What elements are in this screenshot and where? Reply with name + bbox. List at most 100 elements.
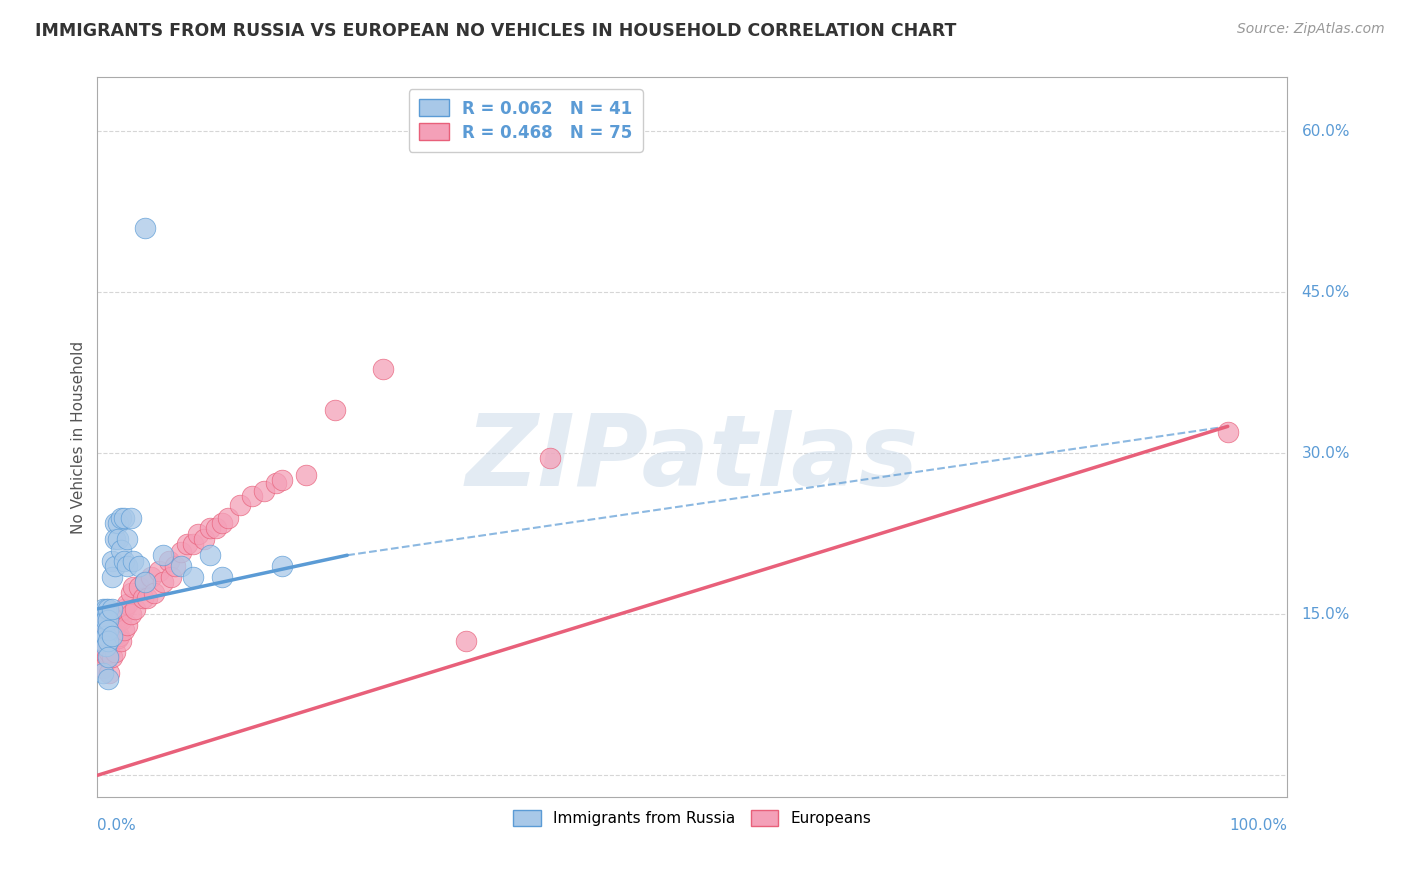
Point — [94, 613, 117, 627]
Point — [157, 553, 180, 567]
Point — [294, 467, 316, 482]
Point — [104, 645, 127, 659]
Point — [193, 532, 215, 546]
Point — [110, 613, 132, 627]
Point — [98, 666, 121, 681]
Point — [94, 629, 117, 643]
Point — [100, 629, 122, 643]
Point — [160, 570, 183, 584]
Point — [143, 586, 166, 600]
Point — [134, 220, 156, 235]
Point — [104, 532, 127, 546]
Point — [270, 558, 292, 573]
Point — [97, 672, 120, 686]
Point — [456, 634, 478, 648]
Point — [101, 629, 124, 643]
Point — [97, 650, 120, 665]
Point — [181, 570, 204, 584]
Point — [97, 613, 120, 627]
Point — [94, 602, 117, 616]
Point — [136, 591, 159, 606]
Point — [181, 537, 204, 551]
Text: 60.0%: 60.0% — [1302, 124, 1350, 138]
Point — [91, 666, 114, 681]
Point — [91, 624, 114, 638]
Text: 15.0%: 15.0% — [1302, 607, 1350, 622]
Text: Source: ZipAtlas.com: Source: ZipAtlas.com — [1237, 22, 1385, 37]
Point — [96, 613, 118, 627]
Point — [110, 542, 132, 557]
Point — [176, 537, 198, 551]
Point — [253, 483, 276, 498]
Point — [107, 532, 129, 546]
Point — [120, 607, 142, 622]
Point — [240, 489, 263, 503]
Point — [91, 624, 114, 638]
Point — [169, 558, 191, 573]
Point — [94, 629, 117, 643]
Point — [115, 618, 138, 632]
Point — [169, 545, 191, 559]
Point — [107, 613, 129, 627]
Point — [110, 634, 132, 648]
Point — [98, 645, 121, 659]
Point — [97, 602, 120, 616]
Point — [96, 650, 118, 665]
Text: 30.0%: 30.0% — [1302, 446, 1350, 461]
Point — [89, 640, 111, 654]
Point — [100, 570, 122, 584]
Point — [323, 403, 346, 417]
Point — [93, 613, 115, 627]
Point — [107, 629, 129, 643]
Point — [96, 629, 118, 643]
Point — [371, 362, 394, 376]
Point — [200, 548, 222, 562]
Point — [229, 498, 252, 512]
Text: ZIPatlas: ZIPatlas — [465, 410, 920, 508]
Point — [107, 516, 129, 530]
Text: 0.0%: 0.0% — [97, 818, 136, 833]
Point — [115, 597, 138, 611]
Point — [100, 553, 122, 567]
Point — [115, 558, 138, 573]
Point — [211, 570, 233, 584]
Point — [152, 575, 174, 590]
Point — [120, 510, 142, 524]
Point — [97, 634, 120, 648]
Point — [124, 602, 146, 616]
Point — [152, 548, 174, 562]
Point — [120, 586, 142, 600]
Point — [264, 476, 287, 491]
Point — [98, 613, 121, 627]
Point — [89, 613, 111, 627]
Point — [200, 521, 222, 535]
Point — [94, 645, 117, 659]
Legend: Immigrants from Russia, Europeans: Immigrants from Russia, Europeans — [508, 804, 877, 832]
Point — [107, 631, 129, 645]
Point — [211, 516, 233, 530]
Point — [91, 602, 114, 616]
Point — [538, 450, 561, 465]
Point — [217, 510, 239, 524]
Point — [104, 613, 127, 627]
Point — [163, 558, 186, 573]
Point — [112, 510, 135, 524]
Point — [97, 624, 120, 638]
Point — [270, 473, 292, 487]
Point — [134, 575, 156, 590]
Y-axis label: No Vehicles in Household: No Vehicles in Household — [72, 341, 86, 533]
Point — [139, 570, 162, 584]
Point — [90, 613, 112, 627]
Point — [91, 661, 114, 675]
Point — [94, 640, 117, 654]
Point — [110, 510, 132, 524]
Point — [104, 629, 127, 643]
Point — [205, 521, 228, 535]
Point — [100, 613, 122, 627]
Point — [148, 564, 170, 578]
Point — [131, 591, 153, 606]
Point — [128, 558, 150, 573]
Point — [112, 602, 135, 616]
Point — [91, 634, 114, 648]
Point — [104, 516, 127, 530]
